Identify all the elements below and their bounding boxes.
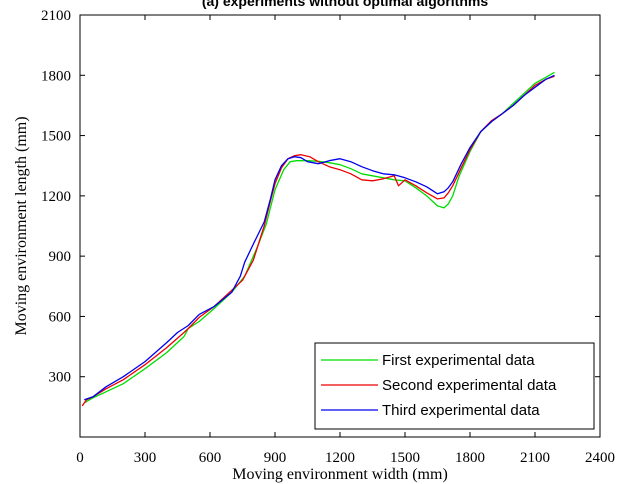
series-layer	[81, 71, 555, 407]
legend-box	[314, 342, 595, 430]
x-tick-label: 1200	[325, 450, 355, 466]
y-tick-label: 1200	[41, 189, 71, 205]
y-tick-label: 2100	[41, 8, 71, 24]
axis-ticks: 0 300 600 900 1200 1500 1800 2100 2400 300 600 900 1…	[41, 8, 615, 466]
y-tick-label: 300	[49, 370, 72, 386]
legend-label-2: Second experimental data	[382, 377, 557, 394]
legend-label-1: First experimental data	[382, 352, 535, 369]
chart-title: (a) experiments without optimal algorith…	[202, 0, 488, 9]
legend-label-3: Third experimental data	[382, 402, 540, 419]
series-line-2	[81, 75, 555, 407]
x-tick-label: 2100	[520, 450, 550, 466]
x-tick-label: 300	[134, 450, 157, 466]
legend: First experimental data Second experiment…	[314, 342, 595, 430]
x-tick-label: 2400	[585, 450, 615, 466]
x-tick-label: 600	[199, 450, 222, 466]
x-tick-label: 0	[76, 450, 84, 466]
series-line-3	[84, 74, 555, 401]
x-axis-label: Moving environment width (mm)	[232, 466, 448, 483]
y-axis-label: Moving environment length (mm)	[13, 116, 30, 335]
x-tick-label: 1800	[455, 450, 485, 466]
y-tick-label: 1500	[41, 129, 71, 145]
x-tick-label: 1500	[390, 450, 420, 466]
y-tick-label: 1800	[41, 68, 71, 84]
y-tick-label: 900	[49, 249, 72, 265]
y-tick-label: 600	[49, 309, 72, 325]
x-tick-label: 900	[264, 450, 287, 466]
